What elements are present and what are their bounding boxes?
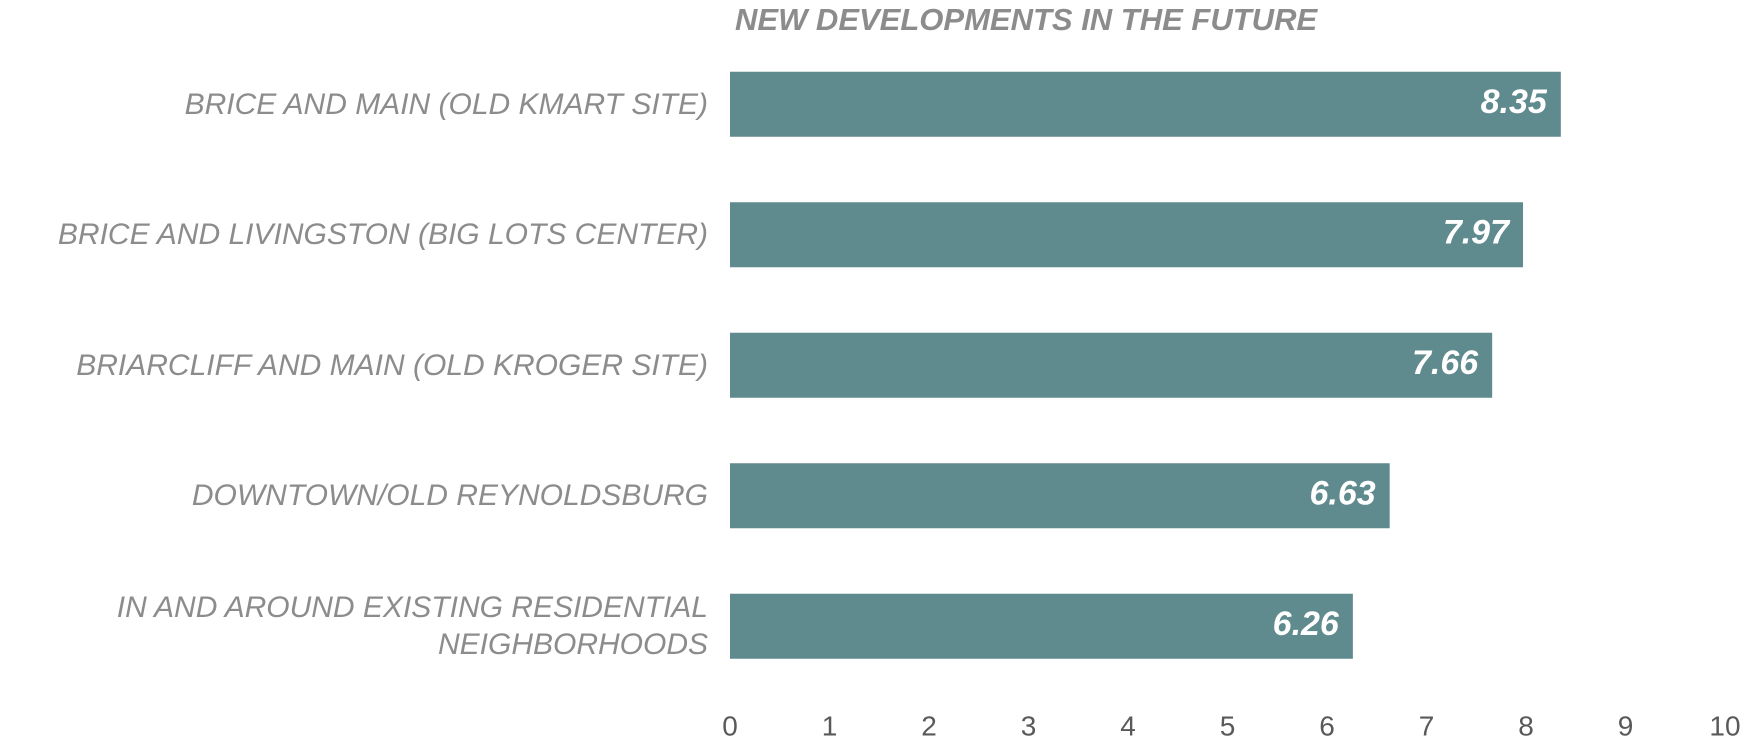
value-label: 8.35: [1481, 83, 1548, 121]
x-tick-label: 10: [1709, 710, 1740, 741]
chart-title: NEW DEVELOPMENTS IN THE FUTURE: [735, 2, 1318, 37]
bar: [730, 71, 1561, 137]
x-tick-label: 2: [921, 710, 937, 741]
x-tick-label: 9: [1618, 710, 1634, 741]
x-tick-label: 3: [1021, 710, 1037, 741]
x-tick-label: 4: [1120, 710, 1136, 741]
x-tick-label: 0: [722, 710, 738, 741]
bar: [730, 202, 1524, 268]
value-label: 7.66: [1412, 344, 1479, 382]
category-label: DOWNTOWN/OLD REYNOLDSBURG: [191, 479, 708, 513]
x-tick-label: 8: [1518, 710, 1534, 741]
x-tick-label: 7: [1419, 710, 1435, 741]
value-label: 7.97: [1443, 214, 1511, 252]
bar: [730, 593, 1353, 659]
category-label: BRIARCLIFF AND MAIN (OLD KROGER SITE): [76, 348, 708, 382]
x-tick-label: 6: [1319, 710, 1335, 741]
value-label: 6.63: [1309, 475, 1375, 513]
category-label: BRICE AND LIVINGSTON (BIG LOTS CENTER): [57, 218, 708, 252]
bar: [730, 463, 1390, 529]
bar: [730, 332, 1493, 398]
x-tick-label: 1: [822, 710, 838, 741]
category-label: IN AND AROUND EXISTING RESIDENTIAL NEIGH…: [116, 591, 708, 662]
category-label: BRICE AND MAIN (OLD KMART SITE): [184, 87, 708, 121]
x-tick-label: 5: [1220, 710, 1236, 741]
value-label: 6.26: [1273, 605, 1340, 643]
